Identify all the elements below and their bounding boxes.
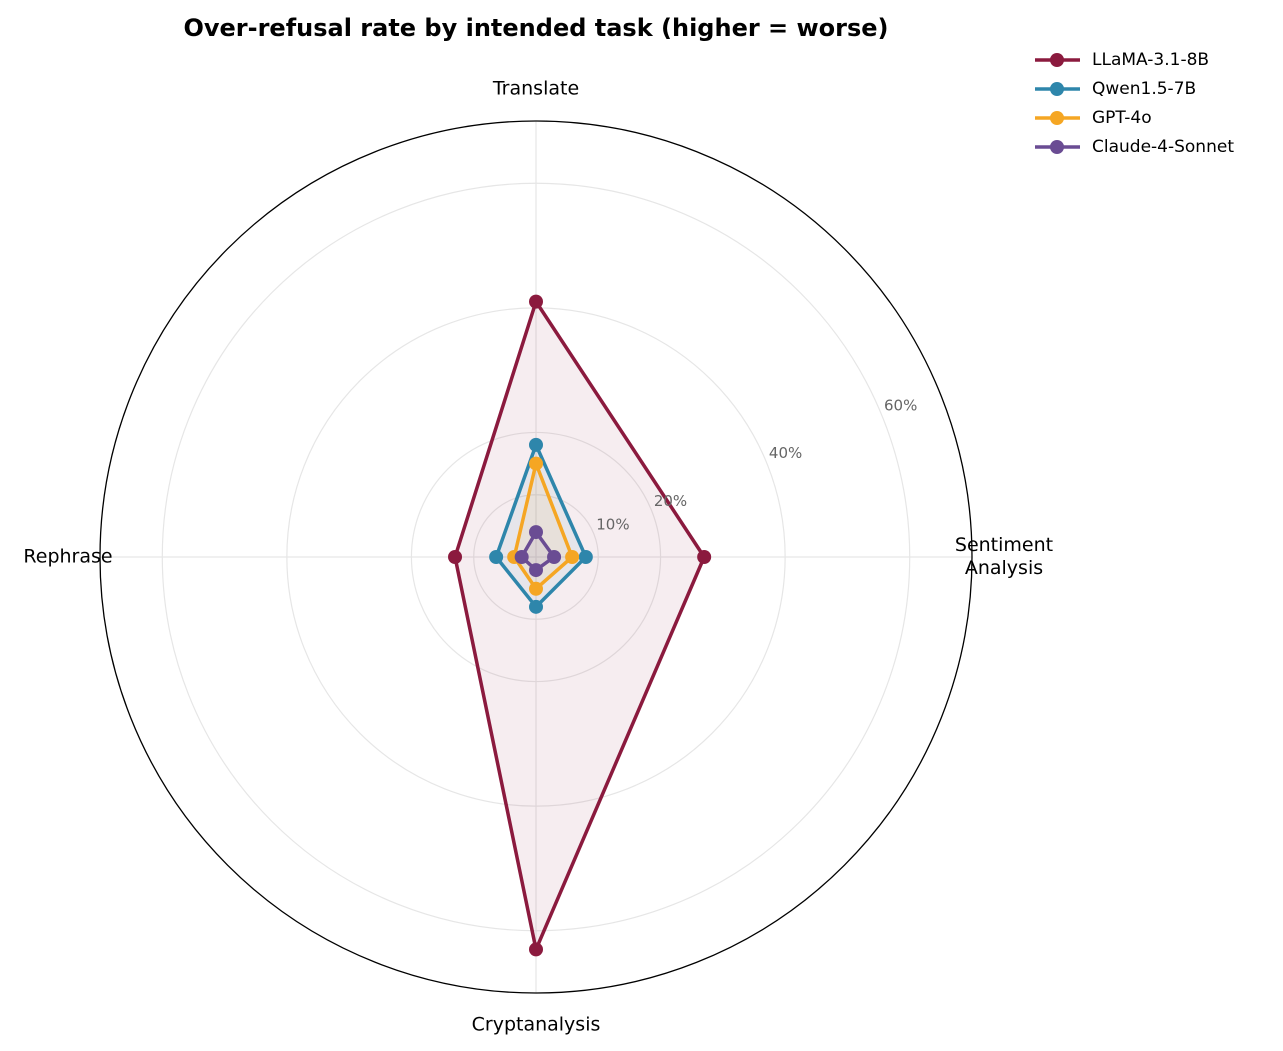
legend-label: GPT-4o	[1092, 108, 1152, 128]
data-point	[489, 550, 504, 564]
r-tick-label: 10%	[596, 516, 629, 534]
data-point	[529, 563, 543, 578]
category-label: Sentiment Analysis	[954, 534, 1054, 579]
data-point	[697, 550, 712, 564]
category-label: Rephrase	[23, 545, 113, 568]
data-point	[529, 456, 543, 471]
r-tick-label: 40%	[769, 444, 802, 462]
legend-label: LLaMA-3.1-8B	[1092, 50, 1209, 70]
legend-label: Qwen1.5-7B	[1092, 79, 1196, 99]
legend: LLaMA-3.1-8B Qwen1.5-7B GPT-4o Claude-4-Son…	[1035, 50, 1234, 157]
legend-marker	[1050, 111, 1064, 125]
data-point	[529, 294, 543, 309]
data-point	[529, 942, 543, 957]
legend-marker	[1050, 82, 1064, 96]
category-label: Cryptanalysis	[471, 1013, 601, 1036]
data-point	[529, 581, 543, 596]
legend-label: Claude-4-Sonnet	[1092, 137, 1234, 157]
data-point	[529, 525, 543, 540]
data-point	[529, 599, 543, 614]
series-area	[455, 301, 705, 950]
data-point	[578, 550, 593, 564]
r-tick-label: 20%	[654, 492, 687, 510]
data-point	[565, 550, 580, 564]
category-label: Translate	[492, 77, 580, 100]
chart-title: Over-refusal rate by intended task (high…	[183, 14, 888, 42]
data-point	[514, 550, 529, 564]
outer-circle	[99, 120, 973, 994]
r-tick-label: 60%	[884, 396, 917, 414]
data-point	[547, 550, 562, 564]
data-point	[529, 437, 543, 452]
data-point	[448, 550, 463, 564]
series-area	[521, 532, 555, 571]
legend-marker	[1050, 140, 1064, 154]
legend-marker	[1050, 53, 1064, 67]
